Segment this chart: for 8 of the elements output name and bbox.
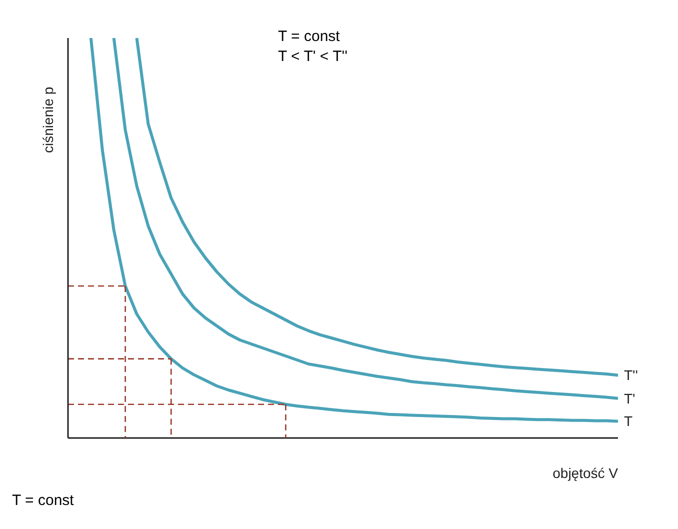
- y-axis-title: ciśnienie p: [40, 86, 56, 153]
- series-label: T: [624, 413, 633, 430]
- text: T = const: [12, 492, 74, 509]
- series-label: T'': [624, 367, 638, 384]
- series-label: T': [624, 390, 636, 406]
- annotation: T = const: [278, 28, 340, 45]
- annotation: T < T' < T'': [278, 48, 348, 65]
- x-axis-title: objętość V: [552, 465, 619, 481]
